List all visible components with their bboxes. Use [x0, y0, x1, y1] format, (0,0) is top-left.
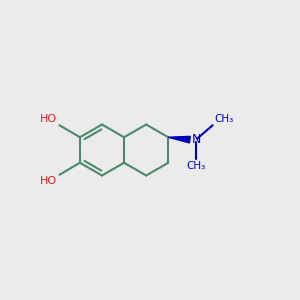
Text: CH₃: CH₃ — [186, 161, 206, 171]
Text: CH₃: CH₃ — [214, 114, 233, 124]
Polygon shape — [168, 136, 190, 143]
Text: HO: HO — [40, 114, 57, 124]
Text: HO: HO — [40, 176, 57, 186]
Text: N: N — [191, 133, 201, 146]
